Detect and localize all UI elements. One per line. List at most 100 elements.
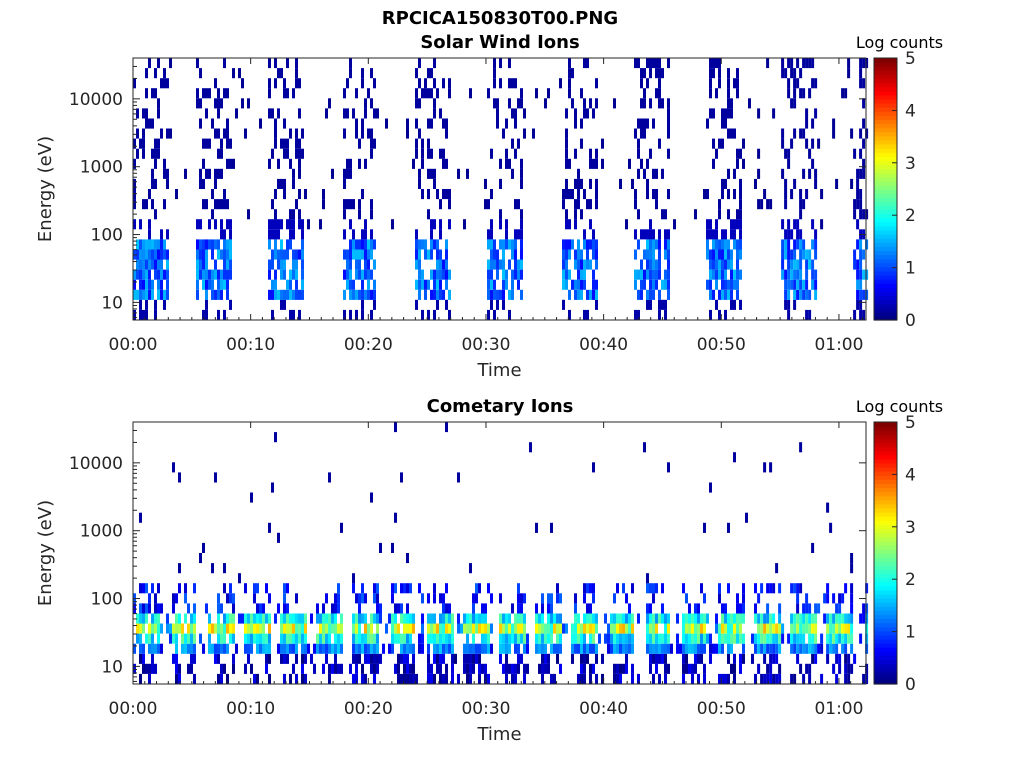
colorbar-segment [874, 655, 897, 661]
colorbar-segment [874, 458, 897, 464]
colorbar-ticks: 0 1 2 3 4 5 [892, 413, 916, 695]
colorbar-segment [874, 94, 897, 100]
colorbar-segment [874, 675, 897, 681]
colorbar-segment [874, 287, 897, 292]
x-tick-label: 00:30 [461, 699, 510, 719]
colorbar-segment [874, 557, 897, 562]
x-tick-label: 00:40 [579, 335, 628, 355]
colorbar-segment [874, 507, 897, 513]
y-tick-label: 1000 [80, 158, 123, 178]
panel-title: Cometary Ions [427, 396, 574, 417]
colorbar-segment [874, 671, 897, 677]
y-tick-label: 10 [101, 657, 123, 677]
plot-frame [132, 57, 867, 321]
colorbar-tick-label: 0 [905, 675, 916, 695]
x-tick-label: 00:30 [461, 335, 510, 355]
colorbar-frame [873, 57, 898, 321]
x-axis-label: Time [476, 360, 521, 381]
x-axis-ticks: 00:00 00:10 00:20 00:30 00:40 00:50 01:00 [109, 58, 863, 355]
colorbar-segment [874, 573, 897, 579]
colorbar-segment [874, 217, 897, 223]
colorbar-segment [874, 131, 897, 137]
colorbar-frame [873, 421, 898, 685]
x-tick-label: 00:10 [226, 335, 275, 355]
colorbar-tick-label: 2 [905, 206, 916, 226]
colorbar-segment [874, 303, 897, 309]
colorbar-segment [874, 123, 897, 129]
colorbar-segment [874, 524, 897, 530]
x-tick-label: 00:50 [697, 335, 746, 355]
colorbar-segment [874, 430, 897, 435]
colorbar-segment [874, 307, 897, 313]
colorbar-segment [874, 536, 897, 542]
colorbar-segment [874, 127, 897, 133]
colorbar-segment [874, 589, 897, 595]
colorbar-tick-label: 3 [905, 154, 916, 174]
colorbar-segment [874, 295, 897, 301]
colorbar-segment [874, 475, 897, 480]
colorbar-segment [874, 279, 897, 284]
colorbar-segment [874, 229, 897, 235]
colorbar-segment [874, 618, 897, 624]
colorbar-segment [874, 189, 897, 194]
colorbar-segment [874, 115, 897, 120]
panel-solar-wind: Solar Wind Ions 00:00 00:10 00:20 00:30 00:4… [35, 32, 943, 381]
colorbar-segment [874, 221, 897, 227]
colorbar-segment [874, 254, 897, 260]
colorbar-segment [874, 516, 897, 521]
colorbar-segment [874, 442, 897, 448]
x-tick-label: 00:00 [109, 699, 158, 719]
colorbar-segment [874, 107, 897, 112]
colorbar-segment [874, 643, 897, 648]
colorbar-segment [874, 209, 897, 215]
colorbar-segment [874, 422, 897, 427]
y-tick-label: 1000 [80, 522, 123, 542]
colorbar-segment [874, 487, 897, 493]
colorbar-segment [874, 135, 897, 141]
colorbar-segment [874, 119, 897, 125]
heatmap-cells [133, 422, 869, 684]
colorbar-tick-label: 4 [905, 101, 916, 121]
x-tick-label: 01:00 [814, 335, 863, 355]
colorbar-segment [874, 70, 897, 75]
colorbar-segment [874, 630, 897, 636]
colorbar-segment [874, 561, 897, 566]
colorbar-segment [874, 152, 897, 157]
colorbar-segment [874, 647, 897, 652]
heatmap-cells [133, 58, 869, 320]
colorbar-segment [874, 184, 897, 190]
colorbar [873, 57, 898, 321]
colorbar-segment [874, 172, 897, 178]
panel-cometary: Cometary Ions 00:00 00:10 00:20 00:30 00:40 0… [35, 396, 943, 745]
colorbar-segment [874, 610, 897, 615]
colorbar-segment [874, 581, 897, 587]
colorbar-tick-label: 3 [905, 518, 916, 538]
colorbar-tick-label: 2 [905, 570, 916, 590]
colorbar-segment [874, 622, 897, 628]
colorbar-segment [874, 483, 897, 489]
colorbar-segment [874, 238, 897, 243]
plot-frame [132, 421, 867, 685]
colorbar-segment [874, 180, 897, 186]
x-tick-label: 01:00 [814, 699, 863, 719]
colorbar-tick-label: 5 [905, 49, 916, 69]
colorbar-segment [874, 667, 897, 673]
y-tick-label: 10 [101, 293, 123, 313]
colorbar-segment [874, 258, 897, 264]
colorbar-segment [874, 491, 897, 497]
colorbar-ticks: 0 1 2 3 4 5 [892, 49, 916, 331]
colorbar-segment [874, 602, 897, 607]
colorbar-segment [874, 86, 897, 92]
colorbar-segment [874, 540, 897, 546]
colorbar-segment [874, 553, 897, 558]
colorbar-segment [874, 111, 897, 116]
colorbar-segment [874, 446, 897, 452]
x-tick-label: 00:40 [579, 699, 628, 719]
colorbar-segment [874, 512, 897, 517]
colorbar-segment [874, 201, 897, 206]
colorbar-segment [874, 651, 897, 656]
colorbar-segment [874, 532, 897, 538]
colorbar-segment [874, 205, 897, 211]
colorbar-segment [874, 242, 897, 247]
colorbar-segment [874, 499, 897, 505]
